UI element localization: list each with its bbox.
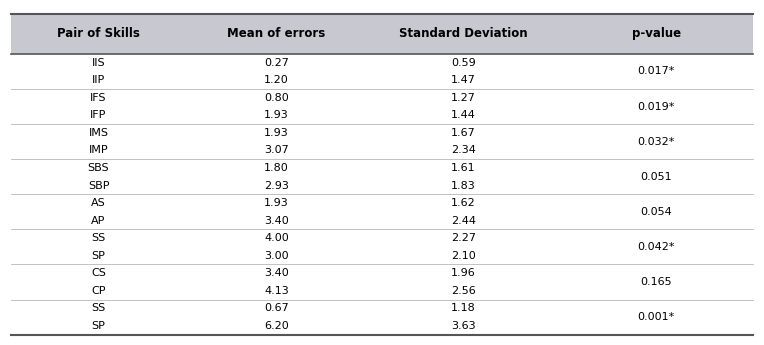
Text: 1.62: 1.62: [452, 198, 476, 208]
Text: 0.019*: 0.019*: [637, 101, 675, 111]
Text: IFP: IFP: [90, 110, 107, 120]
Text: 2.27: 2.27: [451, 233, 476, 243]
Text: 3.07: 3.07: [264, 145, 289, 155]
Text: 2.10: 2.10: [452, 251, 476, 261]
Text: 2.34: 2.34: [451, 145, 476, 155]
Text: 2.93: 2.93: [264, 180, 289, 190]
Text: SP: SP: [92, 251, 105, 261]
Text: 4.13: 4.13: [264, 286, 289, 296]
Text: Mean of errors: Mean of errors: [227, 27, 325, 40]
Text: 3.00: 3.00: [264, 251, 289, 261]
Text: IIS: IIS: [92, 58, 105, 68]
Text: 1.61: 1.61: [452, 163, 476, 173]
Text: 0.67: 0.67: [264, 303, 289, 313]
Text: Pair of Skills: Pair of Skills: [57, 27, 140, 40]
Text: CS: CS: [91, 268, 106, 278]
Text: SS: SS: [92, 233, 105, 243]
Text: 0.001*: 0.001*: [638, 312, 675, 322]
Text: 2.44: 2.44: [451, 216, 476, 226]
Text: 3.40: 3.40: [264, 216, 289, 226]
Text: 0.59: 0.59: [452, 58, 476, 68]
Text: 1.27: 1.27: [451, 93, 476, 103]
Text: 0.042*: 0.042*: [637, 242, 675, 252]
Text: Standard Deviation: Standard Deviation: [400, 27, 528, 40]
Text: IMS: IMS: [89, 128, 108, 138]
Bar: [11, 54, 753, 335]
Text: 0.032*: 0.032*: [637, 137, 675, 147]
Text: p-value: p-value: [632, 27, 681, 40]
Text: AP: AP: [92, 216, 105, 226]
Text: 3.63: 3.63: [452, 321, 476, 331]
Text: 1.67: 1.67: [452, 128, 476, 138]
Text: 0.27: 0.27: [264, 58, 289, 68]
Text: 1.80: 1.80: [264, 163, 289, 173]
Bar: [11, 14, 753, 54]
Text: IFS: IFS: [90, 93, 107, 103]
Text: 4.00: 4.00: [264, 233, 289, 243]
Text: IIP: IIP: [92, 75, 105, 85]
Text: 0.051: 0.051: [640, 172, 672, 182]
Text: SBP: SBP: [88, 180, 109, 190]
Text: 1.44: 1.44: [451, 110, 476, 120]
Text: 2.56: 2.56: [452, 286, 476, 296]
Text: CP: CP: [91, 286, 105, 296]
Text: 0.165: 0.165: [640, 277, 672, 287]
Text: 0.017*: 0.017*: [637, 67, 675, 77]
Text: SP: SP: [92, 321, 105, 331]
Text: 1.20: 1.20: [264, 75, 289, 85]
Text: 1.93: 1.93: [264, 110, 289, 120]
Text: 1.96: 1.96: [452, 268, 476, 278]
Text: AS: AS: [91, 198, 106, 208]
Text: IMP: IMP: [89, 145, 108, 155]
Text: 1.93: 1.93: [264, 128, 289, 138]
Text: 3.40: 3.40: [264, 268, 289, 278]
Text: SBS: SBS: [88, 163, 109, 173]
Text: 1.83: 1.83: [452, 180, 476, 190]
Text: 6.20: 6.20: [264, 321, 289, 331]
Text: SS: SS: [92, 303, 105, 313]
Text: 1.47: 1.47: [451, 75, 476, 85]
Text: 1.18: 1.18: [452, 303, 476, 313]
Text: 0.80: 0.80: [264, 93, 289, 103]
Text: 0.054: 0.054: [640, 207, 672, 217]
Text: 1.93: 1.93: [264, 198, 289, 208]
